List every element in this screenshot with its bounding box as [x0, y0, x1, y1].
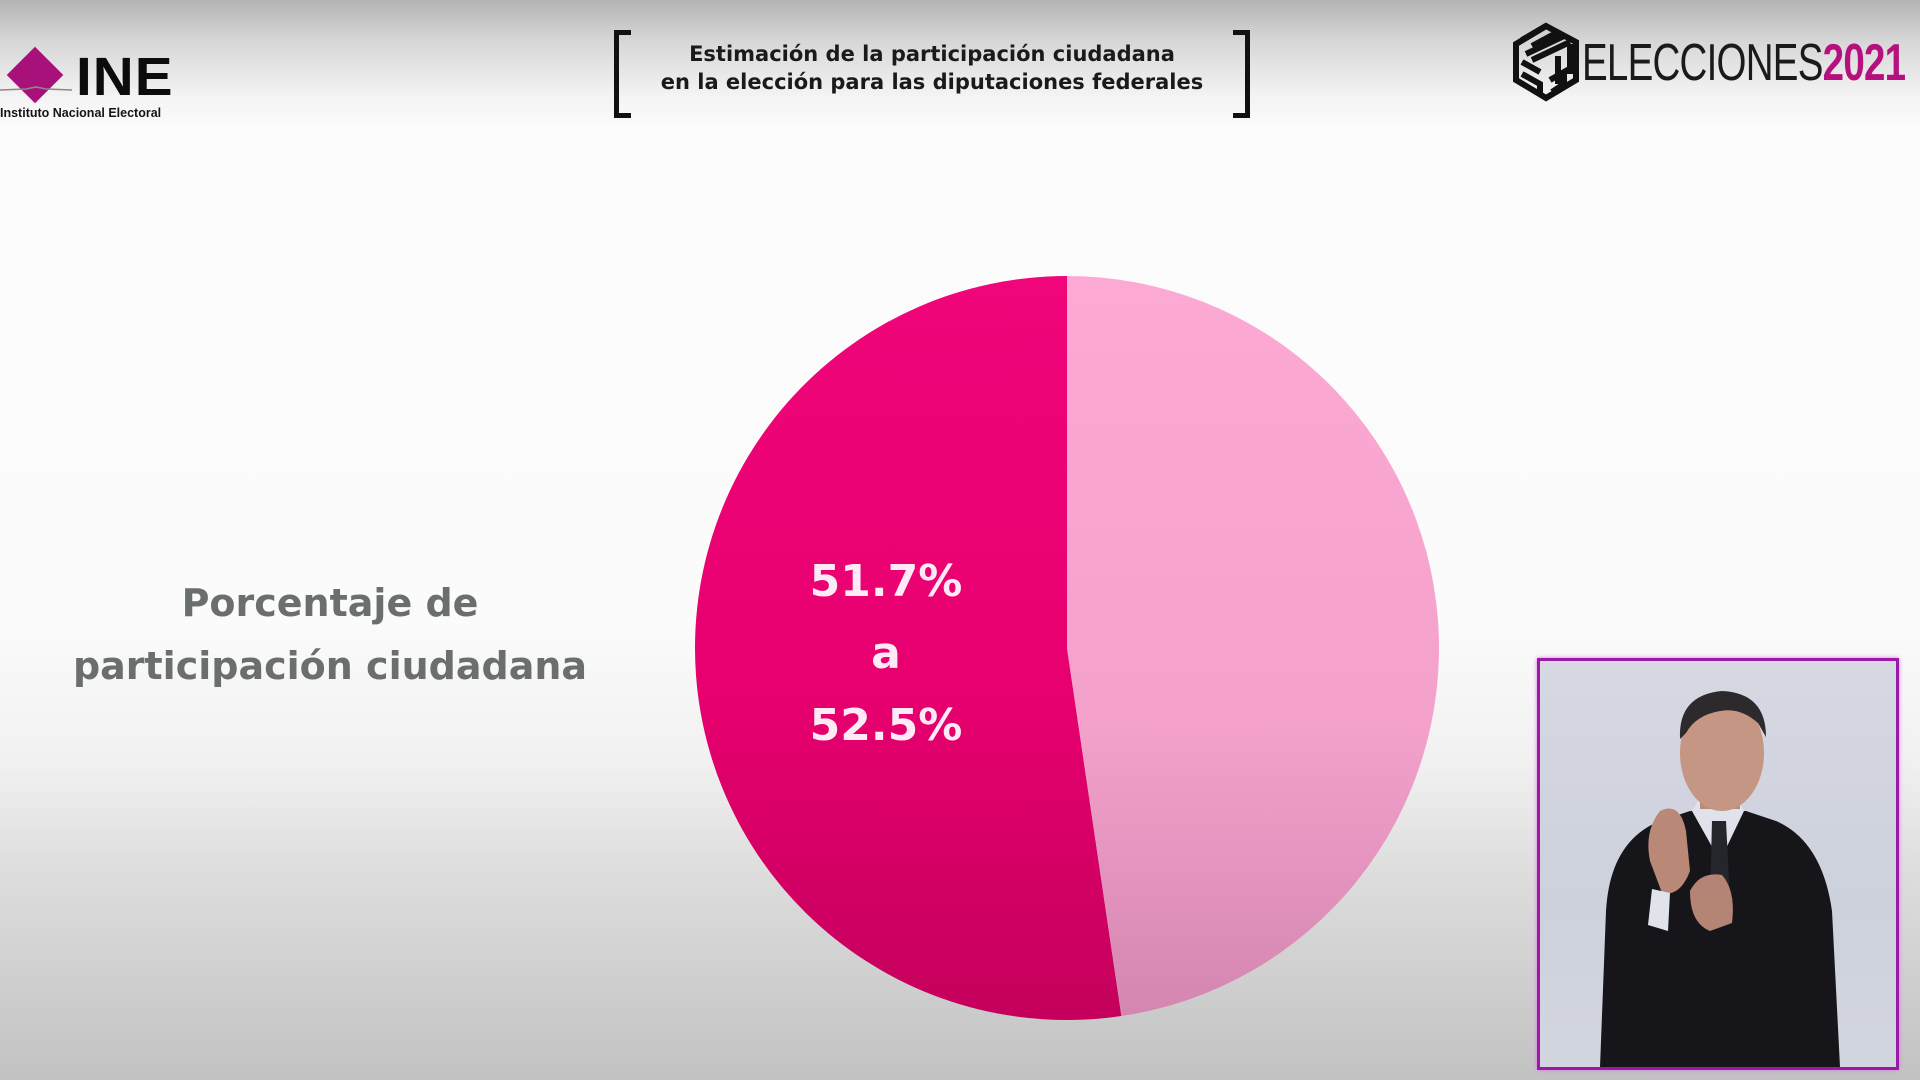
- range-low: 51.7%: [809, 556, 963, 607]
- range-connector: a: [871, 628, 901, 679]
- elecciones-year: 2021: [1822, 34, 1906, 92]
- slide-title: Estimación de la participación ciudadana…: [614, 30, 1250, 118]
- participation-label-line-1: Porcentaje de: [181, 581, 479, 625]
- pie-slice-participation: [694, 276, 1122, 1020]
- range-high: 52.5%: [809, 700, 963, 751]
- interpreter-figure: [1600, 691, 1840, 1067]
- ine-diamond-icon: [6, 46, 64, 104]
- title-line-2: en la elección para las diputaciones fed…: [660, 70, 1204, 94]
- ine-tagline: Instituto Nacional Electoral: [0, 106, 162, 120]
- participation-label-line-2: participación ciudadana: [72, 644, 588, 688]
- right-bracket-icon: [1233, 30, 1250, 118]
- ine-book-lines-icon: [0, 86, 72, 91]
- pie-data-label: 51.7% a 52.5%: [786, 546, 986, 762]
- participation-label: Porcentaje de participación ciudadana: [60, 572, 600, 698]
- elecciones-cube-icon: [1513, 22, 1579, 102]
- ine-logo: INE Instituto Nacional Electoral: [0, 22, 240, 120]
- elecciones-wordmark: ELECCIONES2021: [1582, 34, 1906, 92]
- participation-pie-chart: [694, 276, 1439, 1020]
- sign-language-interpreter-video: [1537, 658, 1899, 1070]
- left-bracket-icon: [614, 30, 631, 118]
- elecciones-2021-logo: ELECCIONES2021: [1510, 22, 1906, 104]
- title-text: Estimación de la participación ciudadana…: [614, 40, 1250, 96]
- title-line-1: Estimación de la participación ciudadana: [689, 42, 1175, 66]
- ine-wordmark: INE: [76, 47, 174, 107]
- pie-slice-remainder: [1067, 276, 1439, 1016]
- elecciones-word: ELECCIONES: [1582, 34, 1823, 92]
